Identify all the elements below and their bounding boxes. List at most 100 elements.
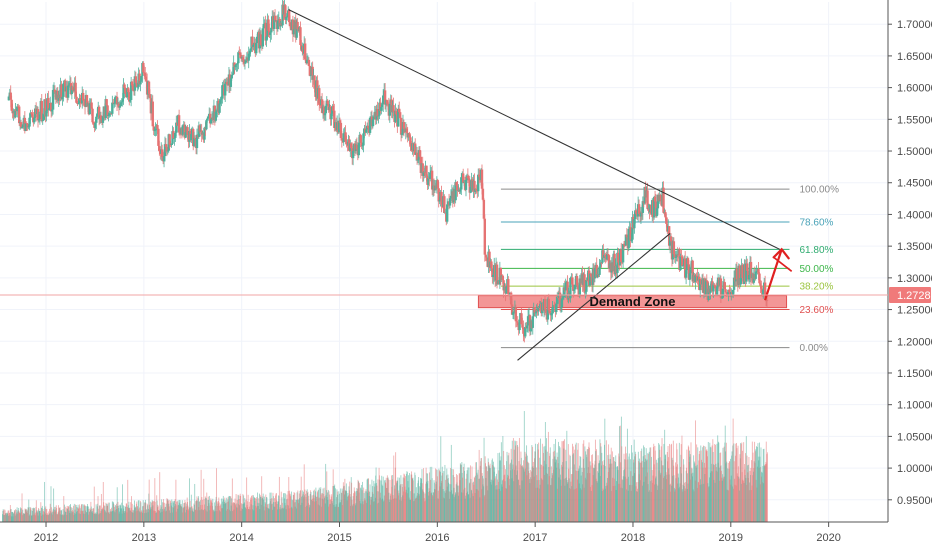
candle-body — [168, 134, 171, 145]
candle-body — [66, 85, 70, 98]
candle-body — [255, 43, 258, 54]
candle-body — [533, 307, 536, 313]
candle-body — [691, 260, 694, 282]
candle-body — [436, 180, 439, 189]
volume-bar — [105, 502, 107, 522]
candle-body — [682, 265, 685, 267]
candle-body — [633, 219, 636, 229]
candle-body — [97, 106, 101, 119]
candle-body — [675, 254, 678, 258]
volume-layer — [2, 411, 768, 522]
volume-bar — [564, 439, 566, 522]
demand-zone[interactable]: Demand Zone — [477, 294, 788, 309]
candle-body — [578, 278, 582, 295]
candle-body — [156, 125, 159, 129]
candle-body — [269, 32, 272, 35]
candle-body — [234, 65, 237, 68]
ascending-trendline[interactable] — [517, 233, 671, 361]
candle-body — [507, 279, 510, 295]
descending-trendline[interactable] — [288, 9, 780, 250]
candle-body — [377, 115, 380, 117]
candle-body — [684, 270, 688, 278]
candle-body — [29, 112, 32, 118]
candle-body — [605, 254, 609, 260]
volume-bar — [756, 446, 757, 522]
candle-body — [117, 103, 121, 108]
volume-bar — [74, 504, 76, 522]
candle-body — [17, 106, 21, 124]
candle-body — [715, 286, 719, 296]
candle-body — [267, 19, 270, 31]
candle-body — [572, 289, 576, 291]
candle-body — [459, 189, 462, 192]
candle-body — [583, 274, 586, 293]
candle-body — [21, 124, 25, 128]
candle-body — [332, 105, 335, 111]
volume-bar — [518, 437, 520, 522]
candle-body — [307, 59, 311, 66]
candle-body — [26, 123, 29, 128]
candle-body — [144, 73, 147, 77]
candle-body — [51, 89, 55, 110]
candle-body — [380, 106, 383, 111]
candle-body — [295, 21, 298, 38]
candle-body — [704, 280, 708, 296]
volume-bar — [707, 441, 709, 522]
candle-body — [255, 36, 259, 44]
candle-body — [112, 102, 115, 104]
candle-body — [757, 268, 760, 274]
candle-body — [656, 194, 660, 209]
candle-body — [322, 106, 326, 116]
candle-body — [291, 19, 295, 35]
candle-body — [662, 187, 665, 213]
candle-body — [82, 100, 86, 102]
candle-body — [688, 273, 692, 280]
candle-body — [47, 98, 50, 110]
candle-body — [220, 98, 223, 100]
candle-body — [674, 257, 677, 258]
candle-body — [598, 266, 601, 275]
candle-body — [520, 313, 523, 325]
candle-body — [309, 75, 312, 76]
candle-body — [399, 117, 403, 135]
candle-body — [502, 280, 505, 291]
candle-body — [273, 15, 277, 21]
candle-body — [166, 150, 170, 152]
candle-body — [484, 254, 487, 258]
volume-bar — [601, 452, 603, 522]
candle-body — [759, 283, 762, 286]
candle-body — [144, 76, 148, 81]
volume-bar — [610, 447, 612, 522]
price-tick-label: 1.50000 — [897, 146, 932, 158]
volume-bar — [159, 472, 161, 522]
candle-body — [218, 103, 221, 113]
candle-body — [360, 142, 363, 147]
candle-body — [522, 327, 525, 334]
candle-body — [78, 98, 81, 104]
candle-body — [31, 113, 34, 117]
candle-body — [340, 138, 344, 141]
volume-bar — [131, 496, 132, 522]
candle-body — [673, 254, 677, 258]
candle-body — [511, 312, 515, 315]
candle-body — [521, 324, 524, 328]
candle-body — [264, 22, 267, 41]
volume-bar — [686, 449, 688, 522]
candle-body — [351, 151, 355, 159]
candle-body — [739, 277, 742, 285]
candle-body — [621, 243, 625, 263]
candle-body — [467, 178, 471, 181]
candle-body — [308, 65, 312, 76]
price-tick-label: 1.30000 — [897, 273, 932, 285]
trendline-layer[interactable] — [288, 9, 780, 361]
volume-bar — [400, 475, 402, 522]
candle-body — [454, 181, 457, 201]
candle-body — [74, 82, 77, 97]
candle-body — [669, 236, 673, 242]
candle-body — [172, 131, 175, 139]
candle-body — [438, 200, 441, 202]
volume-bar — [740, 444, 742, 522]
volume-bar — [252, 495, 254, 522]
volume-bar — [556, 452, 558, 522]
